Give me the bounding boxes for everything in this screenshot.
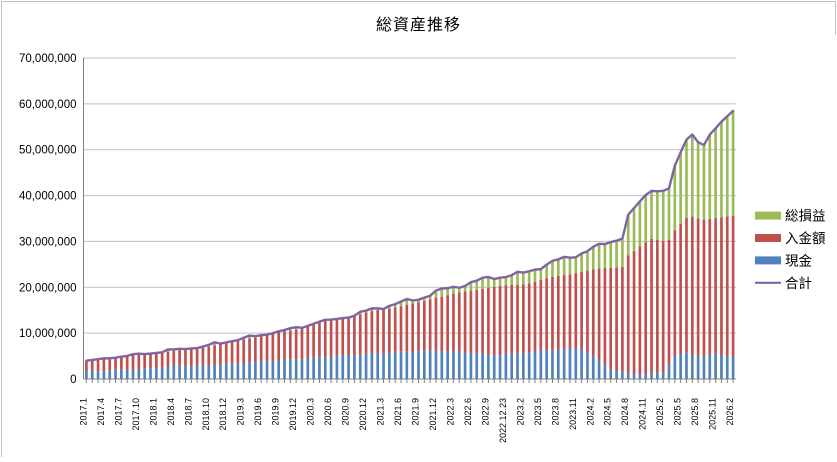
svg-text:2025.11: 2025.11: [708, 398, 718, 430]
svg-text:2025.8: 2025.8: [690, 398, 700, 426]
svg-text:2020.12: 2020.12: [358, 398, 368, 431]
svg-text:2017.10: 2017.10: [131, 398, 141, 431]
svg-text:2022.9: 2022.9: [480, 398, 490, 426]
svg-text:2024.11: 2024.11: [638, 398, 648, 430]
svg-text:2024.2: 2024.2: [585, 398, 595, 426]
svg-text:2025.5: 2025.5: [673, 398, 683, 426]
svg-text:2017.1: 2017.1: [78, 398, 88, 426]
svg-text:2023.11: 2023.11: [568, 398, 578, 430]
svg-text:2021.3: 2021.3: [376, 398, 386, 426]
svg-text:2021.9: 2021.9: [410, 398, 420, 426]
svg-text:2023.8: 2023.8: [550, 398, 560, 426]
svg-text:60,000,000: 60,000,000: [19, 99, 77, 111]
svg-text:2024.8: 2024.8: [620, 398, 630, 426]
svg-text:2024.5: 2024.5: [603, 398, 613, 426]
svg-text:20,000,000: 20,000,000: [19, 282, 77, 294]
svg-text:総損益: 総損益: [785, 209, 826, 224]
svg-text:入金額: 入金額: [785, 231, 826, 246]
svg-text:2022.12.23: 2022.12.23: [498, 398, 508, 443]
svg-text:2021.12: 2021.12: [428, 398, 438, 431]
svg-text:合計: 合計: [785, 276, 812, 291]
svg-text:2022.3: 2022.3: [445, 398, 455, 426]
svg-text:2020.3: 2020.3: [306, 398, 316, 426]
svg-text:50,000,000: 50,000,000: [19, 145, 77, 157]
svg-text:2023.5: 2023.5: [533, 398, 543, 426]
svg-text:70,000,000: 70,000,000: [19, 53, 77, 65]
svg-text:現金: 現金: [785, 253, 813, 268]
svg-text:2021.6: 2021.6: [393, 398, 403, 426]
svg-text:2019.9: 2019.9: [271, 398, 281, 426]
svg-text:10,000,000: 10,000,000: [19, 328, 77, 340]
svg-text:0: 0: [70, 374, 76, 386]
svg-text:2017.7: 2017.7: [113, 398, 123, 426]
svg-text:2025.2: 2025.2: [655, 398, 665, 426]
svg-text:2018.12: 2018.12: [218, 398, 228, 431]
svg-text:2020.9: 2020.9: [341, 398, 351, 426]
svg-text:2020.6: 2020.6: [323, 398, 333, 426]
svg-text:2019.6: 2019.6: [253, 398, 263, 426]
svg-text:2019.3: 2019.3: [236, 398, 246, 426]
svg-text:2023.2: 2023.2: [515, 398, 525, 426]
svg-text:2026.2: 2026.2: [725, 398, 735, 426]
svg-text:30,000,000: 30,000,000: [19, 236, 77, 248]
svg-text:2022.6: 2022.6: [463, 398, 473, 426]
svg-text:2018.4: 2018.4: [166, 398, 176, 426]
svg-text:2019.12: 2019.12: [288, 398, 298, 431]
svg-text:2018.10: 2018.10: [201, 398, 211, 431]
svg-text:2017.4: 2017.4: [96, 398, 106, 426]
svg-text:2018.7: 2018.7: [183, 398, 193, 426]
svg-text:40,000,000: 40,000,000: [19, 191, 77, 203]
svg-text:2018.1: 2018.1: [148, 398, 158, 426]
